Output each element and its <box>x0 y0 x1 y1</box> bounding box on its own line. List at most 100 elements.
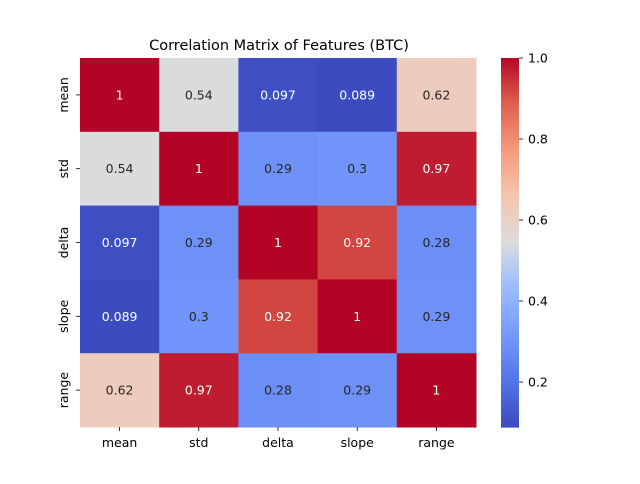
heatmap-cell-mean-mean <box>80 58 160 133</box>
colorbar-segment <box>501 208 519 213</box>
heatmap-cell-delta-slope <box>317 205 398 280</box>
colorbar-segment <box>501 304 519 308</box>
colorbar-segment <box>501 282 519 287</box>
heatmap-cell-range-mean <box>80 353 160 428</box>
y-tick-label-std: std <box>56 159 71 178</box>
cell-annotation-mean-slope: 0.089 <box>339 87 375 102</box>
heatmap-cell-slope-slope <box>317 279 398 354</box>
colorbar-segment <box>501 264 519 268</box>
heatmap-cell-slope-range <box>396 279 477 354</box>
cell-annotation-std-std: 1 <box>195 161 203 176</box>
colorbar-tick-label: 0.4 <box>528 294 548 309</box>
colorbar-segment <box>501 58 519 62</box>
colorbar-segment <box>501 159 519 164</box>
colorbar-segment <box>501 171 519 176</box>
colorbar: 0.2 0.4 0.6 0.8 1.0 <box>501 51 548 428</box>
heatmap-cell-range-slope <box>317 353 398 428</box>
colorbar-segment <box>501 408 519 413</box>
colorbar-segment <box>501 417 519 422</box>
colorbar-segment <box>501 125 519 130</box>
colorbar-segment <box>501 184 519 188</box>
cell-annotation-mean-range: 0.62 <box>422 87 450 102</box>
colorbar-segment <box>501 396 519 400</box>
colorbar-segment <box>501 187 519 191</box>
colorbar-segment <box>501 383 519 388</box>
y-tick-label-delta: delta <box>56 227 71 259</box>
colorbar-segment <box>501 91 519 96</box>
colorbar-segment <box>501 64 519 68</box>
colorbar-segment <box>501 254 519 259</box>
cell-annotation-std-slope: 0.3 <box>347 161 367 176</box>
colorbar-segment <box>501 110 519 114</box>
cell-annotation-range-range: 1 <box>432 383 440 398</box>
colorbar-segment <box>501 82 519 87</box>
cell-annotation-delta-delta: 1 <box>274 235 282 250</box>
cell-annotation-slope-range: 0.29 <box>422 309 450 324</box>
colorbar-segment <box>501 181 519 185</box>
y-axis: mean std delta slope range <box>56 77 80 408</box>
chart-title: Correlation Matrix of Features (BTC) <box>149 38 409 54</box>
colorbar-segment <box>501 233 519 237</box>
colorbar-segment <box>501 316 519 320</box>
heatmap-cell-std-delta <box>238 131 319 207</box>
colorbar-segment <box>501 356 519 360</box>
x-tick-label-range: range <box>418 435 455 450</box>
colorbar-segment <box>501 122 519 127</box>
colorbar-segment <box>501 313 519 317</box>
cell-annotation-slope-mean: 0.089 <box>102 309 138 324</box>
colorbar-segment <box>501 101 519 105</box>
colorbar-segment <box>501 279 519 284</box>
colorbar-segment <box>501 202 519 207</box>
heatmap-cell-mean-delta <box>238 58 319 133</box>
colorbar-segment <box>501 116 519 121</box>
colorbar-segment <box>501 153 519 157</box>
colorbar-segment <box>501 319 519 324</box>
colorbar-segment <box>501 322 519 327</box>
colorbar-segment <box>501 300 519 305</box>
x-tick-label-std: std <box>189 435 208 450</box>
colorbar-segment <box>501 371 519 376</box>
colorbar-tick-label: 0.8 <box>528 132 548 147</box>
cell-annotation-range-std: 0.97 <box>185 383 213 398</box>
cell-annotation-range-mean: 0.62 <box>106 383 134 398</box>
colorbar-segment <box>501 331 519 336</box>
y-tick-label-slope: slope <box>56 299 71 333</box>
y-tick-label-range: range <box>56 372 71 409</box>
colorbar-segment <box>501 310 519 314</box>
colorbar-segment <box>501 387 519 391</box>
y-tick-label-mean: mean <box>56 77 71 112</box>
colorbar-segment <box>501 307 519 311</box>
colorbar-segment <box>501 190 519 194</box>
colorbar-tick-label: 0.2 <box>528 375 548 390</box>
colorbar-segment <box>501 242 519 247</box>
colorbar-segment <box>501 73 519 78</box>
cell-annotation-range-delta: 0.28 <box>264 383 292 398</box>
colorbar-segment <box>501 337 519 342</box>
colorbar-segment <box>501 405 519 410</box>
heatmap-cell-delta-range <box>396 205 477 280</box>
heatmap-cell-delta-mean <box>80 205 160 280</box>
colorbar-segment <box>501 402 519 407</box>
cell-annotation-mean-mean: 1 <box>116 87 124 102</box>
cell-annotation-std-range: 0.97 <box>422 161 450 176</box>
colorbar-segment <box>501 276 519 280</box>
cell-annotation-mean-delta: 0.097 <box>260 87 296 102</box>
colorbar-segment <box>501 273 519 277</box>
colorbar-segment <box>501 270 519 274</box>
cell-annotation-range-slope: 0.29 <box>343 383 371 398</box>
colorbar-segment <box>501 267 519 271</box>
heatmap-cells <box>80 58 477 428</box>
colorbar-segment <box>501 144 519 148</box>
colorbar-segment <box>501 79 519 84</box>
colorbar-segment <box>501 193 519 197</box>
cell-annotation-std-delta: 0.29 <box>264 161 292 176</box>
colorbar-segment <box>501 113 519 118</box>
cell-annotation-std-mean: 0.54 <box>106 161 134 176</box>
colorbar-segment <box>501 134 519 139</box>
cell-annotations: 1 0.54 0.097 0.089 0.62 0.54 1 0.29 0.3 0.97 0.097… <box>102 87 451 397</box>
colorbar-segment <box>501 239 519 244</box>
colorbar-segment <box>501 61 519 65</box>
x-tick-label-delta: delta <box>262 435 294 450</box>
colorbar-segment <box>501 168 519 173</box>
colorbar-segment <box>501 165 519 170</box>
